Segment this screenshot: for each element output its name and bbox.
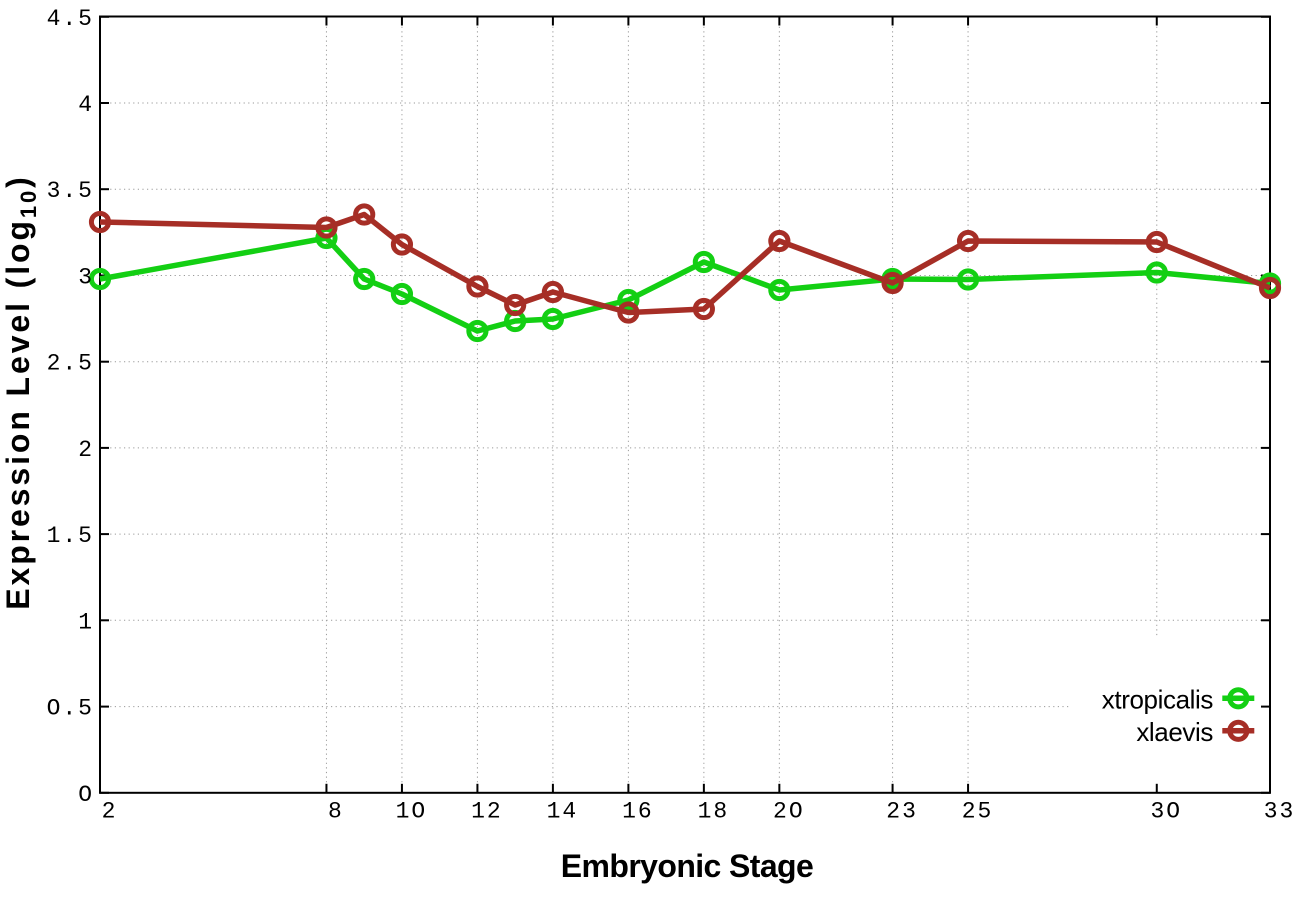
svg-text:1.5: 1.5: [47, 523, 94, 549]
svg-text:33: 33: [1264, 799, 1296, 825]
svg-text:O: O: [78, 782, 94, 808]
svg-text:25: 25: [962, 799, 994, 825]
svg-text:2: 2: [78, 437, 94, 463]
svg-text:14: 14: [547, 799, 579, 825]
svg-text:16: 16: [622, 799, 654, 825]
svg-text:23: 23: [886, 799, 918, 825]
svg-text:Embryonic Stage: Embryonic Stage: [561, 848, 813, 884]
svg-text:4.5: 4.5: [47, 6, 94, 32]
svg-text:2: 2: [102, 799, 118, 825]
svg-text:O.5: O.5: [47, 696, 94, 722]
svg-text:Expression Level (log10): Expression Level (log10): [0, 174, 41, 610]
svg-text:3: 3: [78, 265, 94, 291]
svg-text:4: 4: [78, 92, 94, 118]
svg-text:12: 12: [471, 799, 503, 825]
svg-text:2O: 2O: [773, 799, 805, 825]
svg-text:1: 1: [78, 609, 94, 635]
svg-text:18: 18: [698, 799, 730, 825]
svg-text:3O: 3O: [1150, 799, 1182, 825]
svg-text:xlaevis: xlaevis: [1136, 717, 1213, 747]
svg-text:1O: 1O: [396, 799, 428, 825]
svg-text:xtropicalis: xtropicalis: [1102, 685, 1214, 715]
svg-text:3.5: 3.5: [47, 178, 94, 204]
svg-text:2.5: 2.5: [47, 351, 94, 377]
svg-text:8: 8: [328, 799, 344, 825]
